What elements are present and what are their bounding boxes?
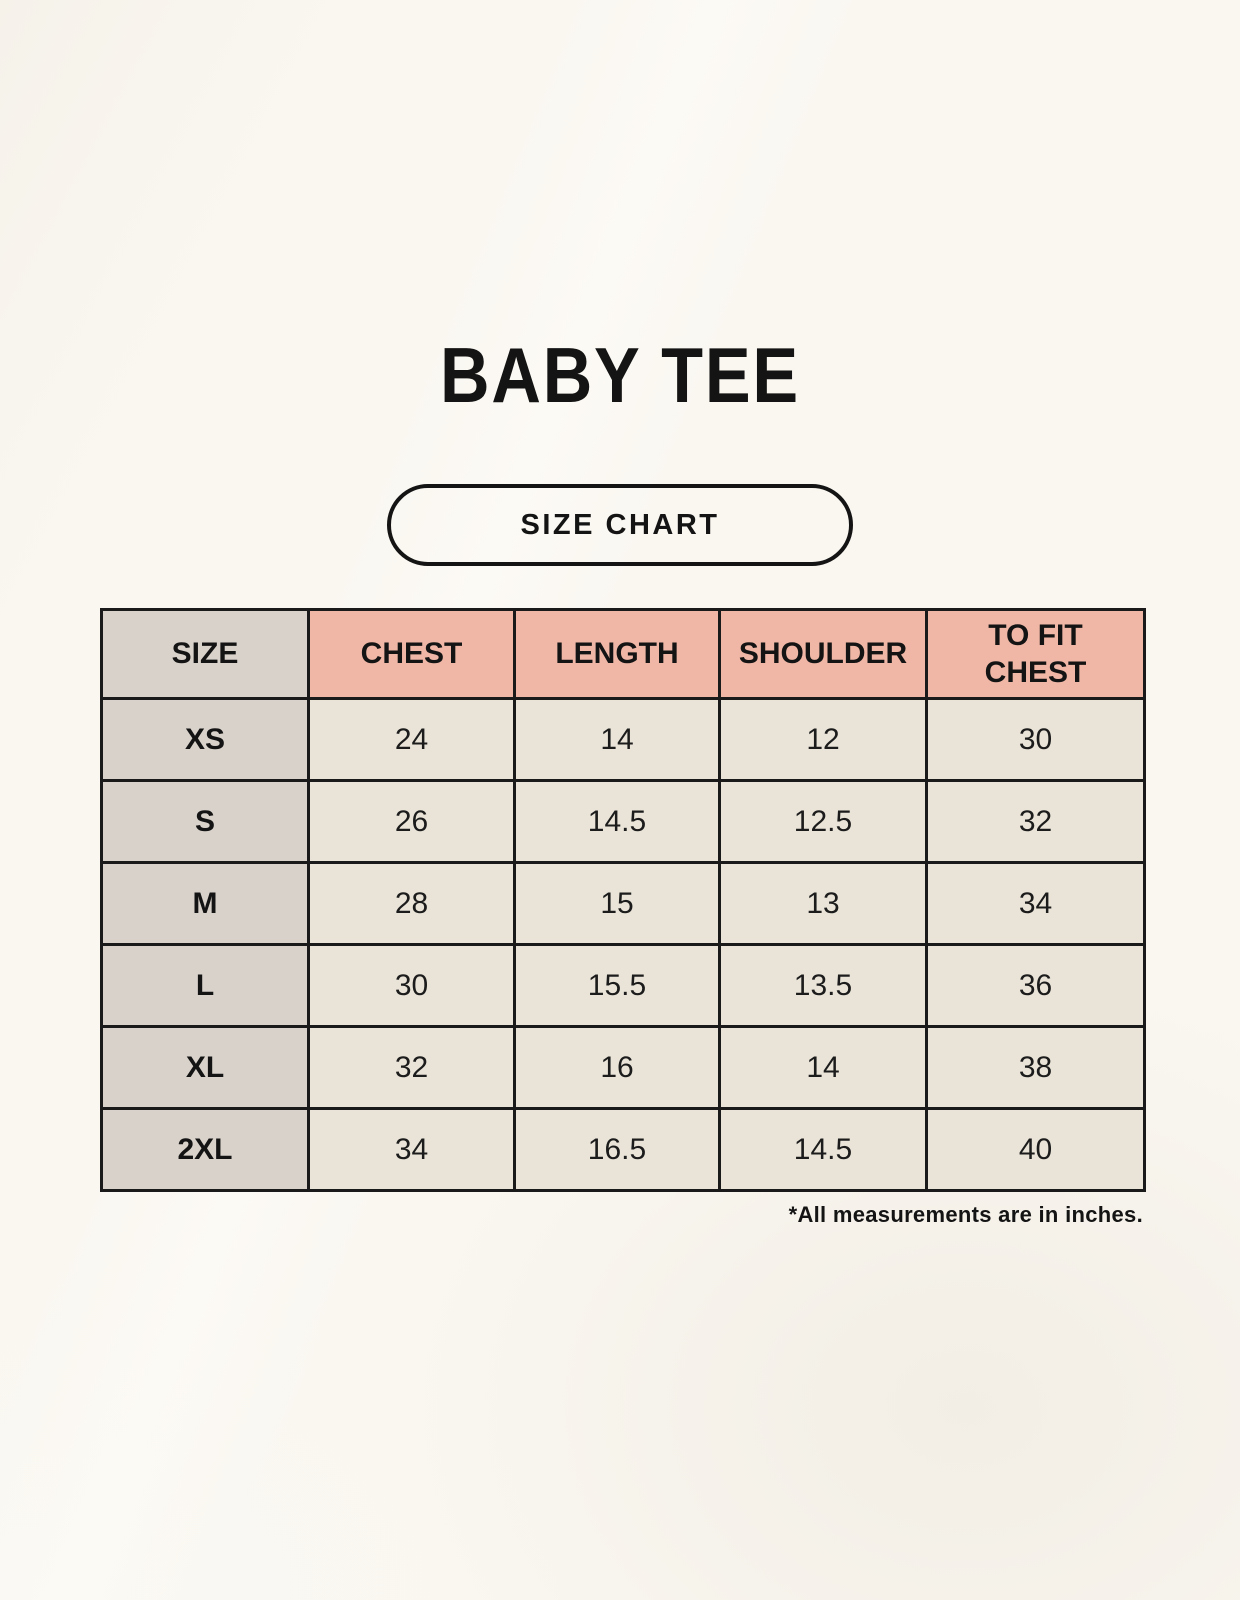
to-fit-chest-cell: 36 bbox=[925, 943, 1146, 1028]
to-fit-chest-cell: 40 bbox=[925, 1107, 1146, 1192]
shoulder-cell: 14 bbox=[718, 1025, 928, 1110]
length-cell: 16.5 bbox=[513, 1107, 721, 1192]
to-fit-chest-cell: 38 bbox=[925, 1025, 1146, 1110]
size-chart-badge-label: SIZE CHART bbox=[520, 508, 720, 541]
table-row-2xl: 2XL 34 16.5 14.5 40 bbox=[100, 1107, 1146, 1192]
length-cell: 15.5 bbox=[513, 943, 721, 1028]
size-label-cell: XS bbox=[100, 697, 310, 782]
chest-cell: 30 bbox=[307, 943, 516, 1028]
page-title: BABY TEE bbox=[440, 331, 800, 419]
shoulder-cell: 12.5 bbox=[718, 779, 928, 864]
size-chart-badge: SIZE CHART bbox=[387, 484, 853, 566]
table-row-s: S 26 14.5 12.5 32 bbox=[100, 779, 1146, 864]
to-fit-chest-cell: 34 bbox=[925, 861, 1146, 946]
to-fit-chest-cell: 30 bbox=[925, 697, 1146, 782]
table-row-l: L 30 15.5 13.5 36 bbox=[100, 943, 1146, 1028]
shoulder-cell: 14.5 bbox=[718, 1107, 928, 1192]
table-row-m: M 28 15 13 34 bbox=[100, 861, 1146, 946]
shoulder-cell: 13 bbox=[718, 861, 928, 946]
chest-cell: 24 bbox=[307, 697, 516, 782]
size-label-cell: M bbox=[100, 861, 310, 946]
size-table: SIZE CHEST LENGTH SHOULDER TO FIT CHEST … bbox=[100, 608, 1146, 1192]
size-label-cell: S bbox=[100, 779, 310, 864]
size-label-cell: L bbox=[100, 943, 310, 1028]
length-cell: 14 bbox=[513, 697, 721, 782]
table-row-xs: XS 24 14 12 30 bbox=[100, 697, 1146, 782]
length-cell: 15 bbox=[513, 861, 721, 946]
column-header-shoulder: SHOULDER bbox=[718, 608, 928, 700]
column-header-to-fit-chest: TO FIT CHEST bbox=[925, 608, 1146, 700]
chest-cell: 28 bbox=[307, 861, 516, 946]
chest-cell: 32 bbox=[307, 1025, 516, 1110]
measurements-footnote: *All measurements are in inches. bbox=[788, 1202, 1143, 1227]
column-header-size: SIZE bbox=[100, 608, 310, 700]
length-cell: 14.5 bbox=[513, 779, 721, 864]
size-label-cell: 2XL bbox=[100, 1107, 310, 1192]
table-header-row: SIZE CHEST LENGTH SHOULDER TO FIT CHEST bbox=[100, 608, 1146, 700]
table-row-xl: XL 32 16 14 38 bbox=[100, 1025, 1146, 1110]
chest-cell: 26 bbox=[307, 779, 516, 864]
column-header-chest: CHEST bbox=[307, 608, 516, 700]
column-header-length: LENGTH bbox=[513, 608, 721, 700]
shoulder-cell: 12 bbox=[718, 697, 928, 782]
shoulder-cell: 13.5 bbox=[718, 943, 928, 1028]
chest-cell: 34 bbox=[307, 1107, 516, 1192]
length-cell: 16 bbox=[513, 1025, 721, 1110]
size-label-cell: XL bbox=[100, 1025, 310, 1110]
to-fit-chest-cell: 32 bbox=[925, 779, 1146, 864]
